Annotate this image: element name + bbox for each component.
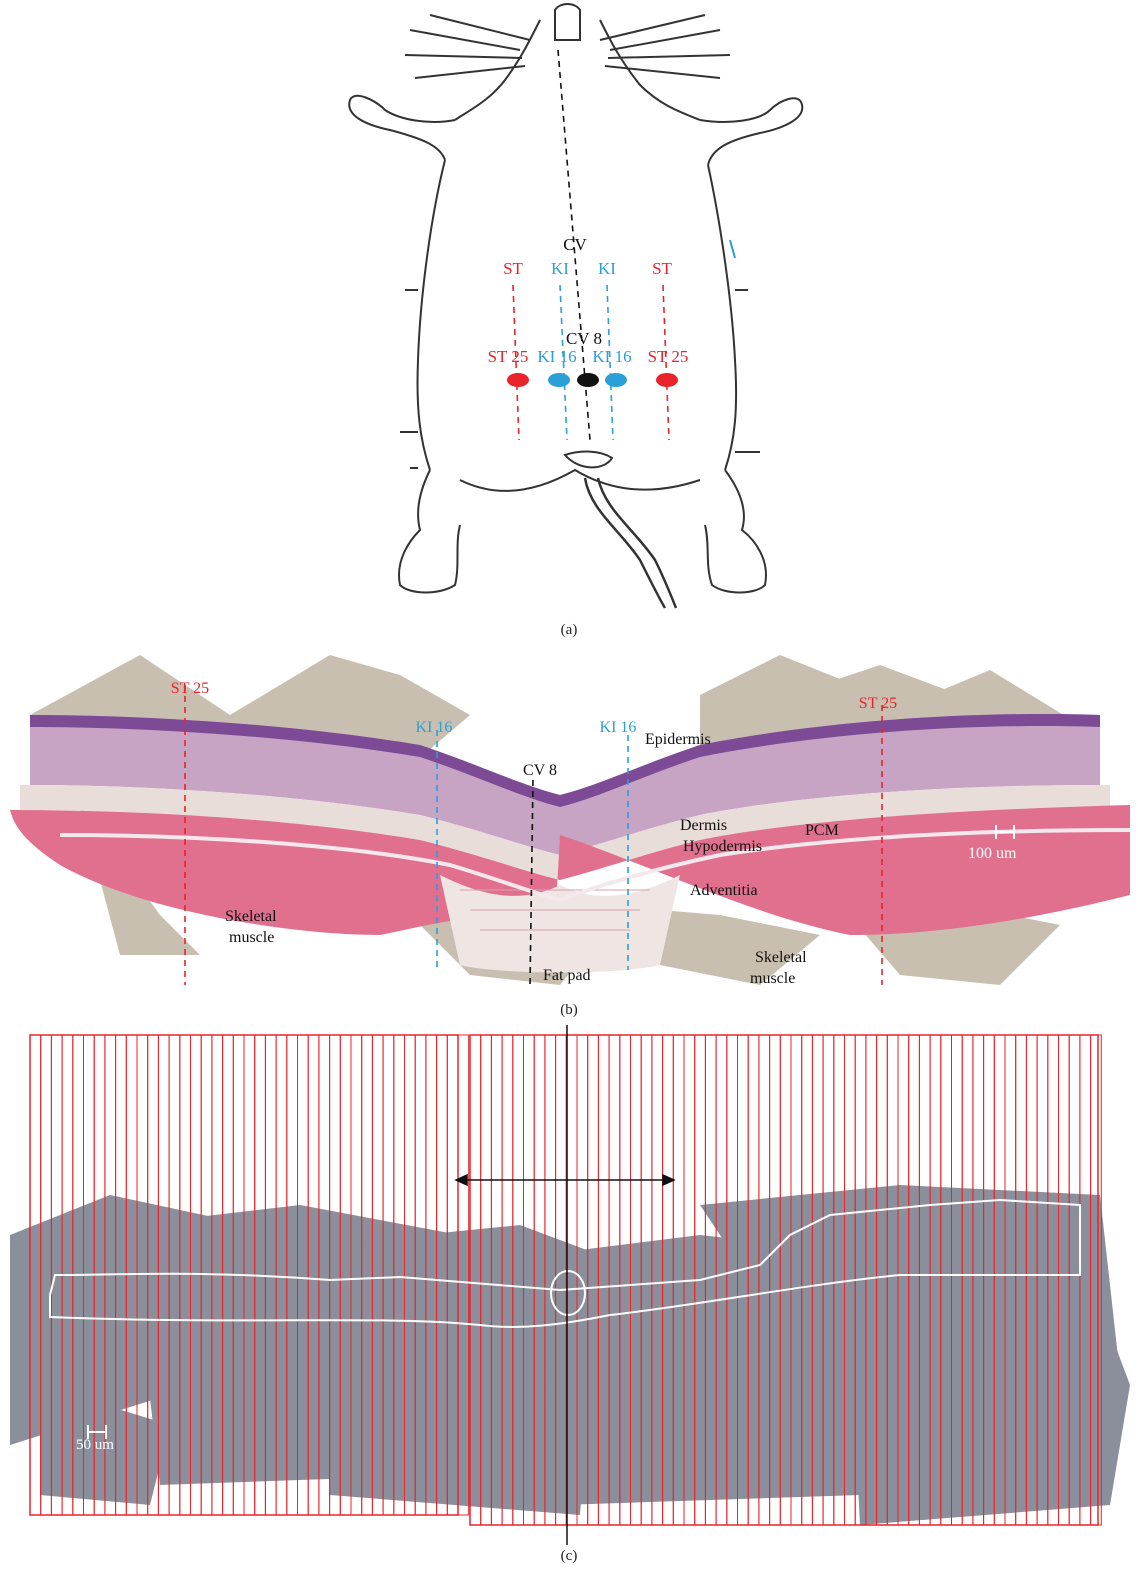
scale-bar-label-c: 50 um [76, 1437, 114, 1453]
ki16-point-right [605, 373, 627, 387]
ki-meridian-line-left [559, 284, 568, 441]
skeletal-muscle-label-right-1: Skeletal [755, 949, 807, 966]
ki16-point-left [548, 373, 570, 387]
scale-bar [995, 825, 1015, 839]
st25-label-right: ST 25 [859, 695, 897, 712]
dermis-label: Dermis [680, 817, 727, 834]
epidermis-band [30, 714, 1100, 807]
fat-pad [440, 875, 680, 973]
ki-label-left: KI [551, 259, 569, 278]
st-meridian-line-right [662, 284, 670, 441]
st-label-right: ST [652, 259, 672, 278]
panel-c: 50 um [0, 1025, 1138, 1545]
grid-box-right [469, 1034, 1099, 1526]
hypodermis-label: Hypodermis [683, 838, 762, 855]
cv8-roi-circle [550, 1270, 586, 1316]
dermis-band [30, 714, 1100, 855]
rat-diagram: CV ST KI KI ST CV 8 ST 25 KI 16 KI 16 ST… [348, 3, 804, 609]
adventitia-label: Adventitia [690, 882, 758, 899]
scale-bar-label: 100 um [968, 845, 1017, 862]
skeletal-muscle [10, 805, 1130, 935]
adventitia-line [59, 828, 1131, 903]
cv8-label: CV 8 [523, 762, 557, 779]
st-meridian-line-left [512, 284, 520, 441]
st25-label-left: ST 25 [171, 680, 209, 697]
caption-b: (b) [560, 1002, 578, 1018]
ki16-label-right: KI 16 [592, 347, 631, 366]
histology-section: ST 25 KI 16 CV 8 KI 16 ST 25 Epidermis D… [10, 655, 1131, 987]
ki16-label-left: KI 16 [416, 719, 453, 736]
st25-label-left: ST 25 [488, 347, 529, 366]
cv8-line [529, 779, 534, 986]
caption-c: (c) [560, 1548, 578, 1564]
panel-b: ST 25 KI 16 CV 8 KI 16 ST 25 Epidermis D… [0, 655, 1138, 987]
ki16-label-left: KI 16 [537, 347, 576, 366]
hypodermis-band [20, 785, 1110, 880]
skeletal-muscle-label-left-2: muscle [229, 929, 274, 946]
rat-outline [348, 3, 804, 609]
epidermis-label: Epidermis [645, 731, 711, 748]
st25-label-right: ST 25 [648, 347, 689, 366]
panel-a: CV ST KI KI ST CV 8 ST 25 KI 16 KI 16 ST… [0, 0, 1138, 610]
caption-a: (a) [560, 622, 578, 638]
range-arrow [454, 1173, 676, 1187]
roi-outline [49, 1198, 1081, 1328]
cv-label: CV [563, 235, 587, 254]
skeletal-muscle-label-right-2: muscle [750, 970, 795, 985]
ki-meridian-line-right [606, 284, 614, 441]
pcm-label: PCM [805, 822, 839, 839]
st25-point-right [656, 373, 678, 387]
st25-point-left [507, 373, 529, 387]
ki16-label-right: KI 16 [600, 719, 637, 736]
cv8-label: CV 8 [566, 329, 602, 348]
blue-mark [729, 239, 736, 259]
scale-bar-c [87, 1425, 107, 1439]
st-label-left: ST [503, 259, 523, 278]
cv8-point [577, 373, 599, 387]
analysis-section [10, 1025, 1130, 1545]
ki-label-right: KI [598, 259, 616, 278]
fat-pad-label: Fat pad [543, 967, 591, 984]
skeletal-muscle-label-left-1: Skeletal [225, 908, 277, 925]
grid-box-left [29, 1034, 459, 1516]
